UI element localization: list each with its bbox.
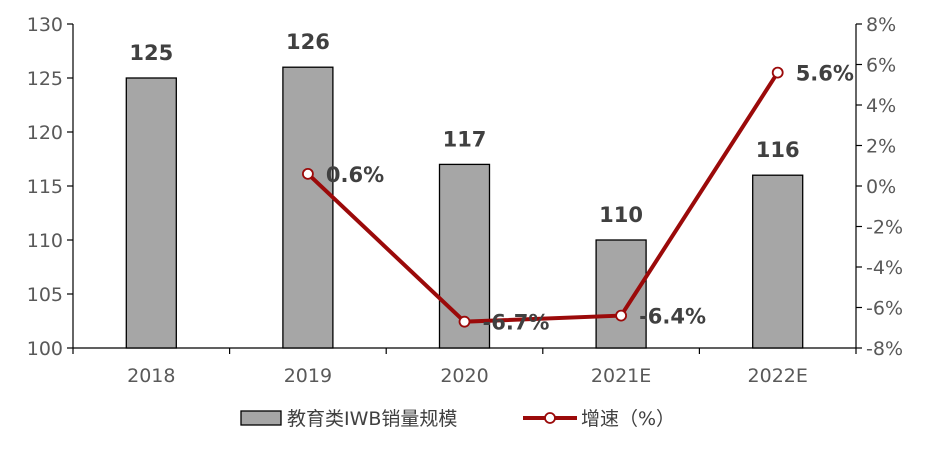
right-y-tick-label: -4% [866, 257, 903, 279]
x-tick-label: 2022E [748, 365, 808, 387]
x-tick-label: 2021E [591, 365, 651, 387]
legend: 教育类IWB销量规模 增速（%） [240, 408, 675, 430]
right-y-tick-label: -2% [866, 217, 903, 239]
growth-data-labels: 0.6% -6.7% -6.4% 5.6% [326, 62, 854, 335]
left-y-tick-label: 130 [27, 14, 63, 36]
bar-data-label: 117 [443, 127, 487, 151]
bar-data-labels: 125 126 117 110 116 [129, 30, 799, 227]
bar [752, 174, 804, 349]
legend-bar-label: 教育类IWB销量规模 [287, 408, 457, 430]
growth-data-label: -6.7% [483, 311, 550, 335]
legend-bar-swatch [240, 410, 282, 426]
growth-point [458, 315, 471, 328]
right-y-tick-label: 6% [866, 55, 896, 77]
right-y-tick-label: -6% [866, 298, 903, 320]
left-y-tick-label: 105 [27, 284, 63, 306]
growth-data-label: 5.6% [796, 62, 854, 86]
x-tick-label: 2020 [440, 365, 488, 387]
right-y-tick-label: 2% [866, 136, 896, 158]
bar-data-label: 126 [286, 30, 330, 54]
bars [125, 66, 804, 349]
bar [282, 66, 334, 349]
left-y-tick-label: 115 [27, 176, 63, 198]
left-y-tick-label: 110 [27, 230, 63, 252]
growth-point [771, 66, 784, 79]
bar-data-label: 110 [599, 203, 643, 227]
x-tick-label: 2019 [284, 365, 332, 387]
right-y-tick-label: 4% [866, 95, 896, 117]
right-y-tick-label: -8% [866, 338, 903, 360]
right-y-tick-label: 8% [866, 14, 896, 36]
legend-line-label: 增速（%） [581, 408, 675, 430]
bar-data-label: 125 [129, 41, 173, 65]
bar [125, 77, 177, 349]
growth-data-label: -6.4% [639, 305, 706, 329]
left-y-tick-label: 100 [27, 338, 63, 360]
right-y-tick-label: 0% [866, 176, 896, 198]
left-y-tick-label: 120 [27, 122, 63, 144]
x-axis-tick-labels: 2018 2019 2020 2021E 2022E [127, 365, 808, 387]
bar-data-label: 116 [756, 138, 800, 162]
growth-line-layer [301, 66, 784, 328]
growth-data-label: 0.6% [326, 163, 384, 187]
bar [438, 163, 491, 349]
bar [595, 239, 647, 349]
left-y-tick-label: 125 [27, 68, 63, 90]
axes: 100 105 110 115 120 125 130 -8% -6% -4% -2% 0% 2% 4% 6… [27, 14, 903, 360]
growth-line [306, 71, 780, 324]
growth-point [301, 167, 314, 180]
legend-line-marker [544, 412, 556, 424]
x-tick-label: 2018 [127, 365, 175, 387]
growth-point [615, 309, 627, 322]
